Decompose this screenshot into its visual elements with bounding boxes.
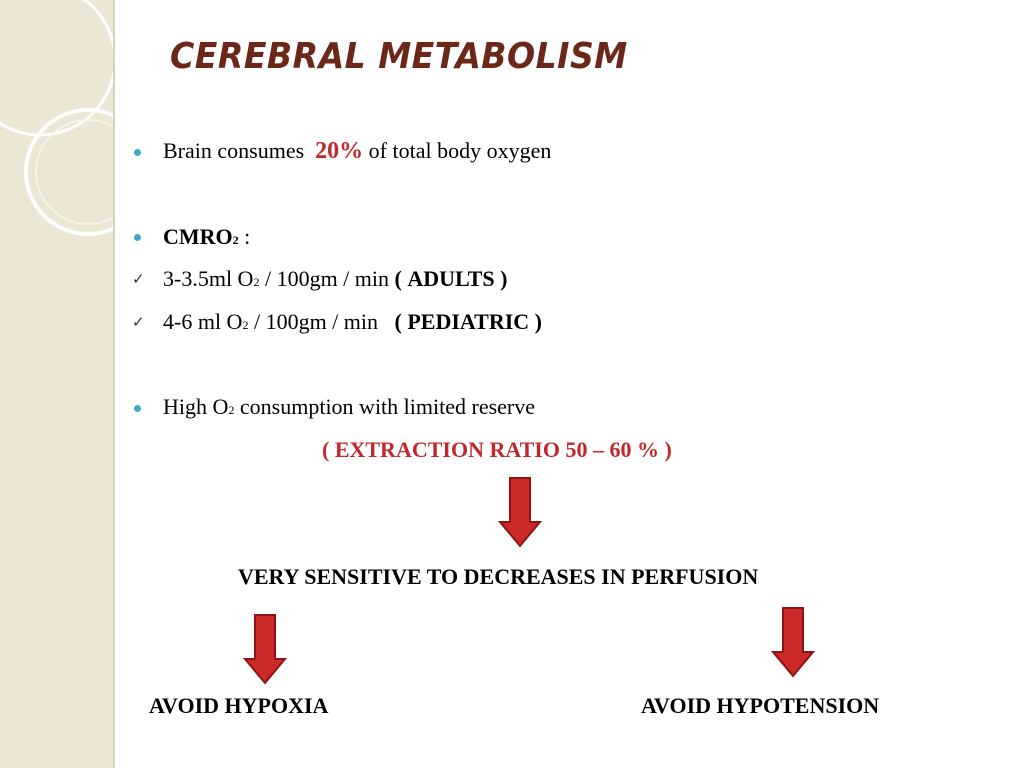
checkmark-icon: ✓ [132,315,145,331]
sensitive-statement: VERY SENSITIVE TO DECREASES IN PERFUSION [238,564,759,589]
bullet-brain-consumes: Brain consumes 20% of total body oxygen [163,138,552,164]
avoid-hypotension: AVOID HYPOTENSION [641,693,880,718]
sidebar-divider [113,0,115,768]
checkmark-icon: ✓ [132,272,145,288]
sidebar-circles [0,0,113,236]
bullet-cmro2: CMRO2 : [163,224,251,249]
decorative-sidebar [0,0,113,768]
extraction-ratio: ( EXTRACTION RATIO 50 – 60 % ) [322,437,672,462]
check-pediatric: 4-6 ml O2 / 100gm / min ( PEDIATRIC ) [163,309,542,334]
bullet-dot-icon [134,405,141,412]
bullet-high-o2: High O2 consumption with limited reserve [163,394,535,419]
bullet-dot-icon [134,149,141,156]
avoid-hypoxia: AVOID HYPOXIA [149,693,329,718]
bullet-dot-icon [134,234,141,241]
slide-title: CEREBRAL METABOLISM [170,36,628,77]
arrow-down-icon [771,607,815,678]
check-adults: 3-3.5ml O2 / 100gm / min ( ADULTS ) [163,266,508,291]
arrow-down-icon [498,477,542,548]
arrow-down-icon [243,614,287,685]
